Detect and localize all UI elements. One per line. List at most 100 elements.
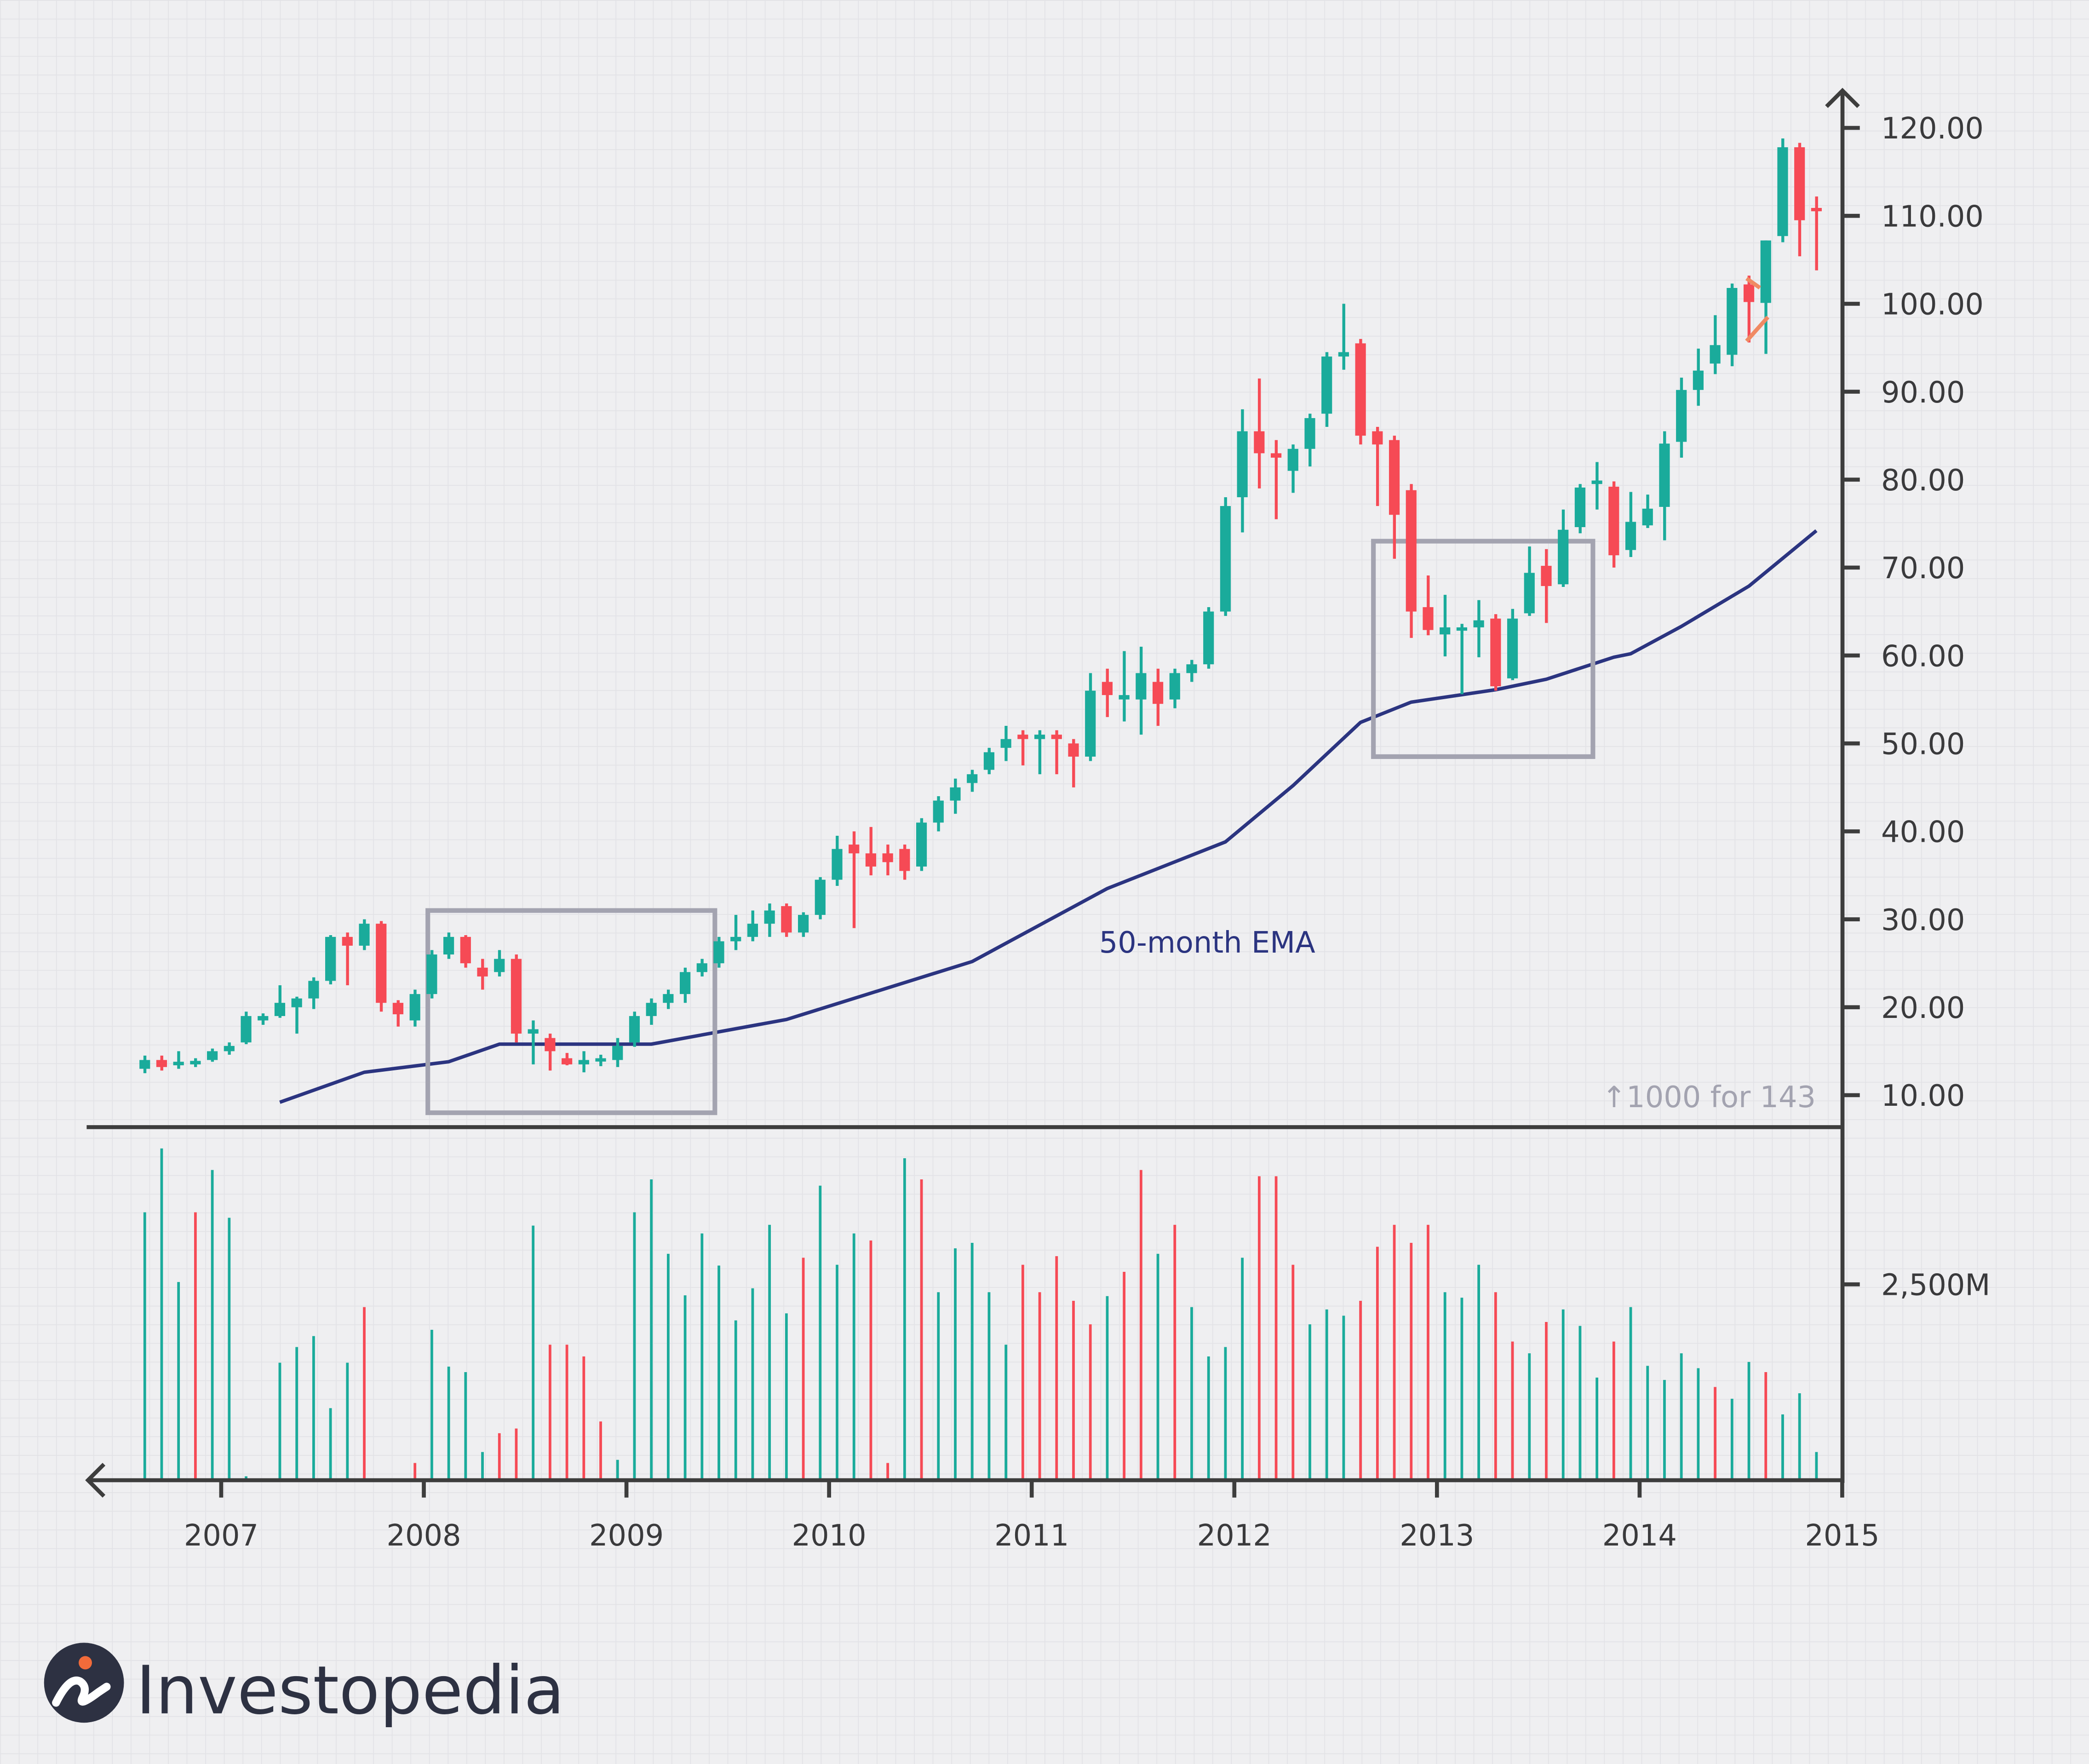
- candle: [291, 996, 302, 1034]
- volume-bar: [717, 1265, 720, 1481]
- candle-body: [224, 1046, 235, 1052]
- volume-bar: [1342, 1316, 1345, 1481]
- x-tick-label: 2012: [1197, 1519, 1272, 1553]
- candle-body: [342, 937, 353, 946]
- candle-body: [663, 994, 674, 1003]
- volume-bar: [1089, 1324, 1092, 1481]
- volume-bar: [1511, 1341, 1514, 1481]
- candle-body: [1490, 618, 1501, 687]
- candle-body: [562, 1058, 573, 1065]
- y-tick-label: 30.00: [1881, 903, 1965, 937]
- candle: [612, 1038, 623, 1067]
- candle: [1034, 730, 1045, 775]
- candle: [528, 1020, 539, 1065]
- candle-body: [1625, 522, 1636, 550]
- candle-body: [1659, 443, 1670, 507]
- candle-body: [1136, 673, 1147, 700]
- candle-body: [1102, 682, 1113, 695]
- volume-bar: [515, 1428, 518, 1481]
- volume-bar: [1798, 1393, 1801, 1481]
- volume-bar: [1393, 1224, 1396, 1481]
- volume-bar: [481, 1452, 484, 1481]
- candle-body: [1777, 147, 1788, 236]
- volume-bar: [1241, 1258, 1244, 1481]
- candle-body: [1254, 431, 1265, 454]
- candle-body: [1642, 508, 1653, 526]
- volume-bar: [1410, 1242, 1413, 1481]
- candle: [680, 967, 691, 1003]
- volume-bar: [1714, 1387, 1717, 1481]
- candle-body: [1085, 690, 1096, 757]
- candle-body: [1574, 487, 1585, 527]
- volume-bar: [836, 1264, 838, 1481]
- volume-bar: [1730, 1398, 1733, 1481]
- volume-bar: [194, 1212, 197, 1481]
- candle-body: [1000, 739, 1011, 748]
- volume-bar: [532, 1225, 535, 1481]
- candle-wick: [1123, 651, 1126, 722]
- candle-body: [1203, 611, 1214, 665]
- candle: [1642, 494, 1653, 528]
- candle-body: [646, 1003, 657, 1016]
- candle-body: [1473, 620, 1484, 627]
- candle: [1389, 436, 1400, 559]
- y-tick-label: 10.00: [1881, 1079, 1965, 1113]
- candle-body: [967, 774, 978, 783]
- volume-bar: [1680, 1353, 1683, 1481]
- candle-body: [173, 1062, 184, 1065]
- volume-bar: [1072, 1301, 1075, 1481]
- candle-wick: [1055, 730, 1058, 775]
- candle: [1152, 668, 1164, 726]
- candle: [1237, 409, 1248, 533]
- candle: [1254, 378, 1265, 488]
- volume-bar: [1443, 1292, 1446, 1481]
- volume-bar: [447, 1367, 450, 1481]
- candle-wick: [1038, 730, 1042, 775]
- volume-bar: [228, 1218, 231, 1481]
- candle: [1169, 668, 1180, 708]
- candle: [798, 912, 809, 937]
- candle: [629, 1011, 640, 1047]
- volume-bar: [683, 1295, 687, 1481]
- candle: [849, 831, 860, 928]
- candle: [1507, 609, 1518, 680]
- candle-body: [1051, 735, 1062, 739]
- candle: [899, 845, 910, 880]
- candle: [190, 1058, 201, 1067]
- candle-body: [950, 787, 961, 801]
- candle-wick: [1477, 600, 1481, 657]
- candle: [832, 835, 843, 886]
- volume-bar: [548, 1345, 551, 1481]
- volume-bar: [633, 1212, 636, 1481]
- candle: [359, 919, 370, 950]
- candle: [1406, 484, 1417, 638]
- candle: [764, 903, 775, 937]
- candle-body: [882, 853, 893, 862]
- candle-body: [1169, 673, 1180, 700]
- candle-wick: [1376, 427, 1379, 506]
- investopedia-logo: Investopedia: [44, 1643, 565, 1730]
- candle-wick: [734, 915, 738, 950]
- split-annotation: ↑1000 for 143: [1602, 1080, 1816, 1115]
- candle-body: [578, 1060, 589, 1065]
- candle-body: [1372, 431, 1383, 445]
- volume-bar: [295, 1347, 298, 1481]
- candle: [443, 932, 454, 959]
- candle: [241, 1011, 252, 1045]
- volume-bar: [903, 1158, 906, 1481]
- candle: [730, 915, 741, 950]
- candle: [1473, 600, 1484, 657]
- candle: [865, 827, 877, 876]
- candle-body: [1591, 480, 1602, 484]
- candle-body: [713, 941, 724, 964]
- candle-wick: [1274, 440, 1278, 519]
- candle: [1743, 276, 1755, 343]
- candle-wick: [177, 1051, 180, 1069]
- volume-bar: [1139, 1170, 1142, 1481]
- candle: [1490, 614, 1501, 691]
- volume-bar: [616, 1459, 619, 1481]
- axes: [85, 87, 1860, 1498]
- volume-bar: [160, 1148, 163, 1481]
